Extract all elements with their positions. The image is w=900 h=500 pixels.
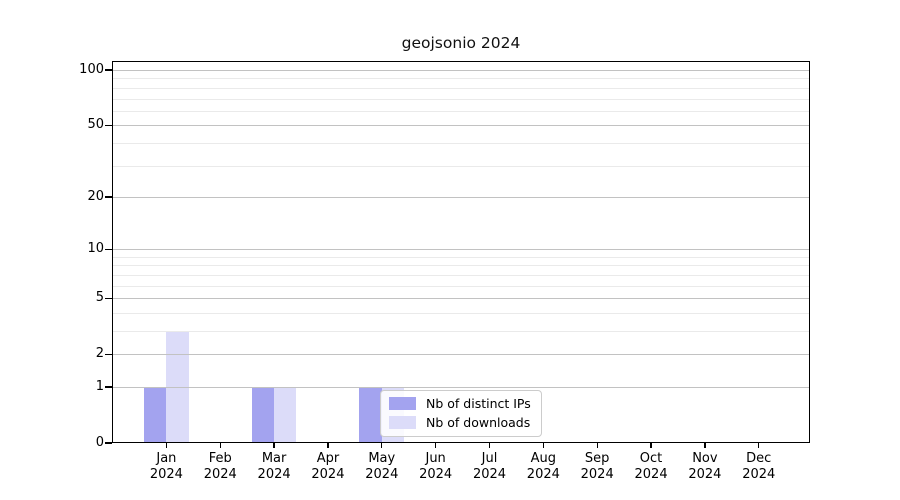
gridline-minor [112,274,810,276]
gridline-minor [112,312,810,314]
x-tick-label: May 2024 [365,451,399,482]
legend-swatch-distinct-ips [389,397,416,410]
gridline-minor [112,110,810,112]
chart-title: geojsonio 2024 [401,34,521,52]
gridline-minor [112,285,810,287]
gridline-major [112,386,810,388]
x-tick-mark [650,443,652,448]
y-tick-label: 1 [95,378,104,394]
gridline-major [112,354,810,356]
gridline-minor [112,87,810,89]
gridline-major [112,249,810,251]
y-tick-mark [105,248,112,250]
bar-distinct-ips [251,386,275,443]
y-tick-mark [105,386,112,388]
x-tick-label: Sep 2024 [580,451,614,482]
gridline-minor [112,142,810,144]
gridline-minor [112,256,810,258]
x-tick-mark [327,443,329,448]
x-tick-label: Feb 2024 [203,451,237,482]
y-tick-label: 2 [95,346,104,362]
x-tick-mark [758,443,760,448]
legend-swatch-downloads [389,416,416,429]
x-tick-label: Jan 2024 [149,451,183,482]
x-tick-label: Mar 2024 [257,451,291,482]
bar-distinct-ips [359,386,382,443]
gridline-minor [112,330,810,332]
y-tick-mark [105,442,112,444]
x-tick-mark [165,443,168,448]
gridline-minor [112,265,810,267]
gridline-minor [112,98,810,100]
x-tick-mark [704,443,706,448]
x-tick-label: Jul 2024 [472,451,507,482]
y-tick-label: 10 [87,241,104,257]
y-tick-mark [105,196,112,198]
y-tick-mark [105,69,112,71]
y-tick-mark [105,353,112,355]
legend-item-distinct-ips: Nb of distinct IPs [389,396,531,411]
x-tick-label: Apr 2024 [311,451,345,482]
gridline-major [112,298,810,300]
x-tick-mark [219,443,221,448]
legend-label-distinct-ips: Nb of distinct IPs [426,396,531,411]
gridline-major [112,70,810,72]
gridline-minor [112,165,810,167]
x-tick-label: Aug 2024 [526,451,560,482]
plot-area [112,61,810,443]
gridline-major [112,196,810,198]
legend: Nb of distinct IPs Nb of downloads [380,390,542,437]
bar-downloads [274,386,297,443]
x-tick-mark [596,443,598,448]
x-tick-mark [381,443,383,448]
bar-downloads [166,330,189,443]
x-tick-mark [273,443,275,448]
y-tick-mark [105,124,112,126]
x-tick-mark [435,443,437,448]
x-tick-label: Dec 2024 [742,451,776,482]
x-tick-label: Nov 2024 [688,451,722,482]
gridline-major [112,125,810,127]
bar-distinct-ips [144,386,167,443]
y-tick-label: 50 [87,117,104,133]
gridline-minor [112,78,810,80]
y-tick-label: 20 [87,188,104,204]
y-tick-label: 5 [95,290,104,306]
x-tick-label: Oct 2024 [634,451,668,482]
legend-label-downloads: Nb of downloads [426,415,531,430]
x-tick-label: Jun 2024 [419,451,453,482]
x-tick-mark [488,443,491,448]
legend-item-downloads: Nb of downloads [389,415,531,430]
y-tick-label: 0 [95,435,104,450]
x-tick-mark [542,443,544,448]
y-tick-mark [105,297,112,299]
y-tick-label: 100 [79,62,104,78]
